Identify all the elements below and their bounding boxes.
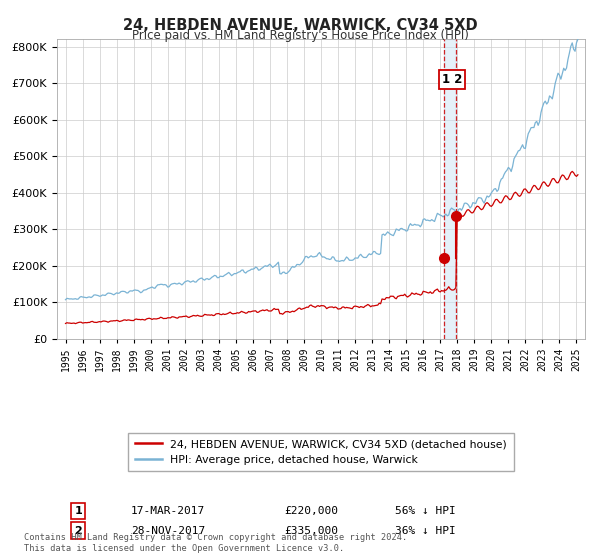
Text: 1 2: 1 2 — [442, 73, 463, 86]
Text: 2: 2 — [74, 525, 82, 535]
Text: 17-MAR-2017: 17-MAR-2017 — [131, 506, 205, 516]
Text: 56% ↓ HPI: 56% ↓ HPI — [395, 506, 455, 516]
Text: £220,000: £220,000 — [284, 506, 338, 516]
Text: 1: 1 — [74, 506, 82, 516]
Text: £335,000: £335,000 — [284, 525, 338, 535]
Text: 28-NOV-2017: 28-NOV-2017 — [131, 525, 205, 535]
Text: Price paid vs. HM Land Registry's House Price Index (HPI): Price paid vs. HM Land Registry's House … — [131, 29, 469, 42]
Text: 24, HEBDEN AVENUE, WARWICK, CV34 5XD: 24, HEBDEN AVENUE, WARWICK, CV34 5XD — [122, 18, 478, 33]
Text: Contains HM Land Registry data © Crown copyright and database right 2024.
This d: Contains HM Land Registry data © Crown c… — [24, 533, 407, 553]
Bar — [444, 39, 456, 339]
Legend: 24, HEBDEN AVENUE, WARWICK, CV34 5XD (detached house), HPI: Average price, detac: 24, HEBDEN AVENUE, WARWICK, CV34 5XD (de… — [128, 433, 514, 471]
Text: 36% ↓ HPI: 36% ↓ HPI — [395, 525, 455, 535]
